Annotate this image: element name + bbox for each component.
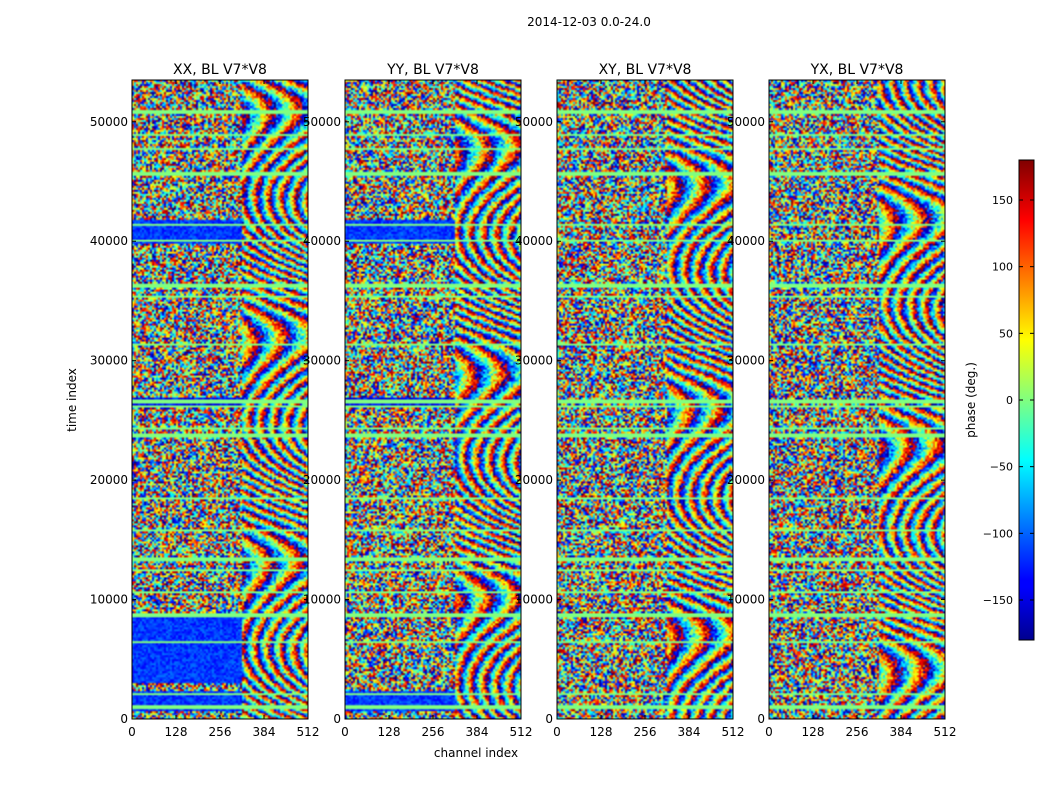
y-tick-label: 10000 — [90, 593, 128, 607]
y-tick-label: 0 — [120, 712, 128, 726]
x-tick-label: 384 — [466, 725, 489, 739]
x-tick-label: 0 — [765, 725, 773, 739]
y-axis-label: time index — [65, 368, 79, 432]
y-tick-label: 50000 — [90, 115, 128, 129]
y-tick-label: 0 — [333, 712, 341, 726]
y-tick-label: 30000 — [515, 354, 553, 368]
y-tick-label: 10000 — [515, 593, 553, 607]
colorbar-ticks: 150 100 50 0 −50 −100 −150 — [983, 194, 1034, 607]
x-tick-label: 512 — [934, 725, 957, 739]
x-tick-label: 0 — [553, 725, 561, 739]
colorbar: 150 100 50 0 −50 −100 −150 phase (deg.) — [964, 159, 1035, 641]
panel-title-xx: XX, BL V7*V8 — [173, 62, 267, 78]
panel-xx: XX, BL V7*V8 0 128 256 384 512 0 10000 20000 3000… — [90, 62, 320, 739]
colorbar-label: phase (deg.) — [964, 362, 978, 438]
y-tick-label: 40000 — [90, 234, 128, 248]
figure-suptitle: 2014-12-03 0.0-24.0 — [527, 15, 651, 29]
y-tick-label: 20000 — [303, 473, 341, 487]
x-tick-label: 384 — [253, 725, 276, 739]
x-tick-label: 128 — [378, 725, 401, 739]
colorbar-tick-label: 100 — [992, 261, 1013, 274]
y-tick-label: 40000 — [727, 234, 765, 248]
y-tick-label: 30000 — [727, 354, 765, 368]
heatmap-xy — [557, 80, 733, 719]
x-tick-label: 256 — [634, 725, 657, 739]
x-tick-label: 512 — [297, 725, 320, 739]
x-tick-label: 0 — [128, 725, 136, 739]
x-tick-label: 128 — [165, 725, 188, 739]
y-tick-label: 20000 — [727, 473, 765, 487]
x-tick-label: 384 — [678, 725, 701, 739]
x-tick-label: 0 — [341, 725, 349, 739]
y-tick-label: 50000 — [727, 115, 765, 129]
x-tick-label: 384 — [890, 725, 913, 739]
y-tick-label: 30000 — [303, 354, 341, 368]
panel-xy: XY, BL V7*V8 0 128 256 384 512 0 10000 20000 3000… — [515, 62, 745, 739]
colorbar-tick-label: 50 — [999, 327, 1013, 340]
colorbar-tick-label: 150 — [992, 194, 1013, 207]
heatmap-xx — [132, 80, 308, 719]
x-tick-label: 128 — [802, 725, 825, 739]
heatmap-yy — [345, 80, 521, 719]
panel-yy: YY, BL V7*V8 0 128 256 384 512 0 10000 20000 3000… — [303, 62, 533, 739]
panels: XX, BL V7*V8 0 128 256 384 512 0 10000 20000 3000… — [90, 62, 957, 739]
y-tick-label: 30000 — [90, 354, 128, 368]
heatmap-yx — [769, 80, 945, 719]
x-tick-label: 512 — [510, 725, 533, 739]
x-tick-label: 128 — [590, 725, 613, 739]
colorbar-tick-label: −50 — [990, 461, 1013, 474]
y-tick-label: 50000 — [303, 115, 341, 129]
y-tick-label: 40000 — [515, 234, 553, 248]
colorbar-tick-label: −150 — [983, 594, 1013, 607]
x-axis-label: channel index — [434, 746, 518, 760]
y-tick-label: 20000 — [515, 473, 553, 487]
y-tick-label: 10000 — [303, 593, 341, 607]
panel-yx: YX, BL V7*V8 0 128 256 384 512 0 10000 20000 3000… — [727, 62, 957, 739]
x-tick-label: 256 — [846, 725, 869, 739]
y-tick-label: 10000 — [727, 593, 765, 607]
y-tick-label: 0 — [545, 712, 553, 726]
y-tick-label: 40000 — [303, 234, 341, 248]
panel-title-yx: YX, BL V7*V8 — [810, 62, 904, 78]
panel-title-xy: XY, BL V7*V8 — [599, 62, 692, 78]
x-tick-label: 512 — [722, 725, 745, 739]
y-tick-label: 0 — [757, 712, 765, 726]
y-tick-label: 20000 — [90, 473, 128, 487]
y-tick-label: 50000 — [515, 115, 553, 129]
x-tick-label: 256 — [422, 725, 445, 739]
x-tick-label: 256 — [209, 725, 232, 739]
colorbar-tick-label: 0 — [1006, 394, 1013, 407]
panel-title-yy: YY, BL V7*V8 — [386, 62, 479, 78]
colorbar-tick-label: −100 — [983, 527, 1013, 540]
